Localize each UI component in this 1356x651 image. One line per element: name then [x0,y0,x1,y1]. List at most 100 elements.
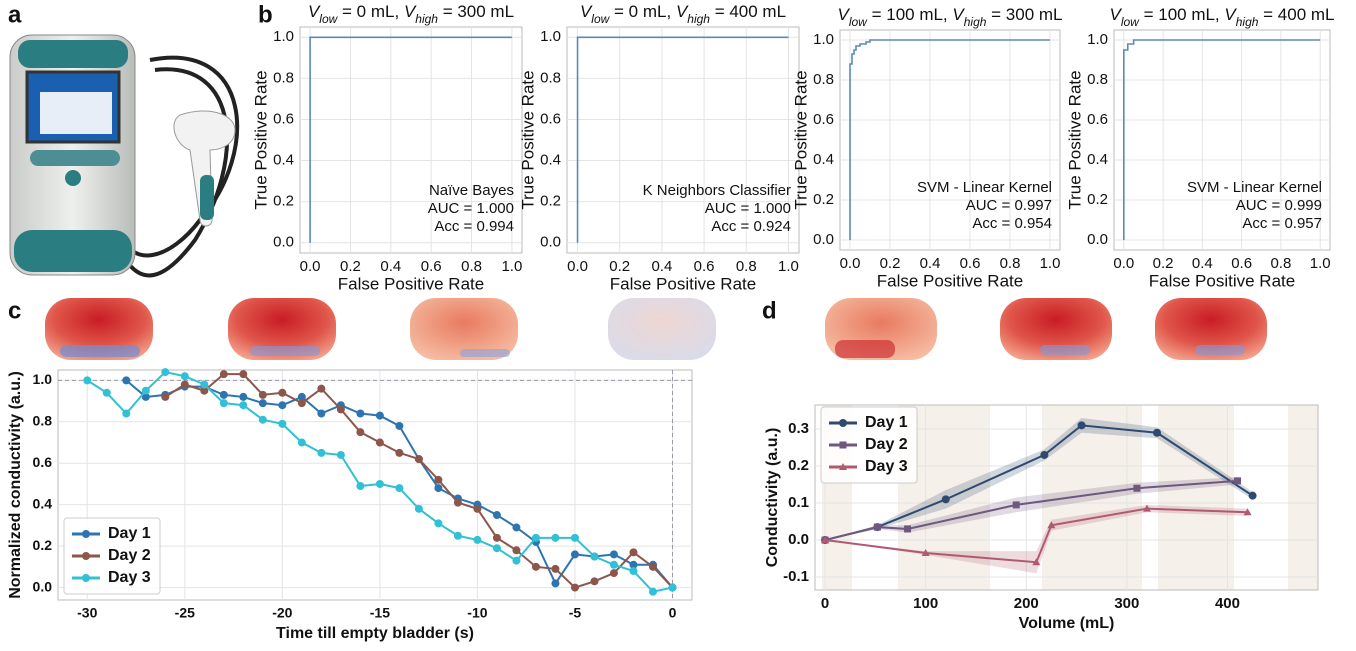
y-tick-label: 0.4 [33,495,53,511]
legend-label: Day 3 [865,458,908,475]
x-tick-label: 0.8 [1270,255,1291,272]
x-tick-label: 0.8 [461,258,482,275]
marker [668,583,677,592]
marker [609,550,618,559]
x-tick-label: -25 [175,605,195,621]
marker [609,560,618,569]
marker [1153,428,1162,437]
x-tick-label: 0.6 [960,255,981,272]
marker [570,550,579,559]
marker [239,370,248,379]
marker [200,386,209,395]
x-tick-label: 0.4 [920,255,941,272]
marker [453,498,462,507]
marker [512,556,521,565]
y-tick-label: 0.2 [813,191,834,208]
marker [492,544,501,553]
x-tick-label: -20 [272,605,292,621]
marker [395,448,404,457]
title-part: V [952,5,965,24]
marker [83,376,92,385]
marker [453,531,462,540]
marker [648,562,657,571]
marker [839,463,847,470]
chart-title: Vlow = 0 mL, Vhigh = 300 mL [308,2,514,26]
y-tick-label: 0.8 [1087,71,1108,88]
y-tick-label: 0.0 [273,234,294,251]
marker [551,579,560,588]
annotation: K Neighbors Classifier [643,182,791,199]
marker [1142,504,1151,512]
marker [473,504,482,513]
marker [336,405,345,414]
x-tick-label: 0.0 [1113,255,1134,272]
title-part: V [308,2,321,21]
title-part: high [1236,15,1259,29]
marker [921,549,930,556]
y-tick-label: 0.2 [540,193,561,210]
marker [492,511,501,520]
error-band [825,417,1253,541]
marker [375,411,384,420]
marker [317,409,326,418]
plot-frame [1113,29,1331,251]
y-tick-label: 0.2 [273,193,294,210]
marker [317,384,326,393]
y-tick-label: 0.2 [1087,191,1108,208]
marker [278,388,287,397]
chart-title: Vlow = 0 mL, Vhigh = 400 mL [580,2,786,26]
y-tick-label: 0.8 [33,413,53,429]
x-tick-label: 0.8 [1000,255,1021,272]
marker [102,388,111,397]
marker [219,399,228,408]
legend-label: Day 2 [865,436,908,453]
panel-label: c [8,297,21,324]
marker [904,525,912,533]
y-tick-label: 1.0 [273,28,294,45]
marker [258,415,267,424]
marker [200,380,209,389]
x-tick-label: 0.2 [1153,255,1174,272]
title-part: low [319,12,338,26]
y-tick-label: 0.0 [1087,231,1108,248]
annotation: AUC = 0.999 [1236,197,1322,214]
y-tick-label: 0.6 [1087,111,1108,128]
x-tick-label: 0.6 [421,258,442,275]
y-tick-label: 0.8 [273,69,294,86]
x-tick-label: 0.4 [380,258,401,275]
y-axis-label: True Positive Rate [1065,70,1084,209]
legend-label: Day 3 [108,569,151,586]
x-tick-label: -15 [370,605,390,621]
x-tick-label: 1.0 [501,258,522,275]
marker [1040,450,1049,459]
marker [873,523,881,531]
title-part: V [676,2,689,21]
marker [317,448,326,457]
y-tick-label: 1.0 [33,371,53,387]
annotation: SVM - Linear Kernel [917,179,1052,196]
title-part: = 100 mL, [1139,5,1225,24]
marker [395,421,404,430]
marker [297,392,306,401]
x-tick-label: 200 [1014,595,1039,612]
chart-title: Vlow = 100 mL, Vhigh = 400 mL [1110,5,1335,29]
marker [1248,491,1257,500]
marker [180,372,189,381]
panel-label: d [762,297,777,324]
marker [590,552,599,561]
title-part: V [404,2,417,21]
marker [239,401,248,410]
marker [434,475,443,484]
series-line [576,36,789,243]
title-part: V [580,2,593,21]
x-tick-label: 0.2 [340,258,361,275]
legend-label: Day 1 [108,525,151,542]
marker [492,533,501,542]
annotation: SVM - Linear Kernel [1187,179,1322,196]
marker [551,564,560,573]
y-tick-label: 0.8 [540,69,561,86]
title-part: V [1110,5,1123,24]
plot-frame [839,29,1061,251]
marker [258,390,267,399]
